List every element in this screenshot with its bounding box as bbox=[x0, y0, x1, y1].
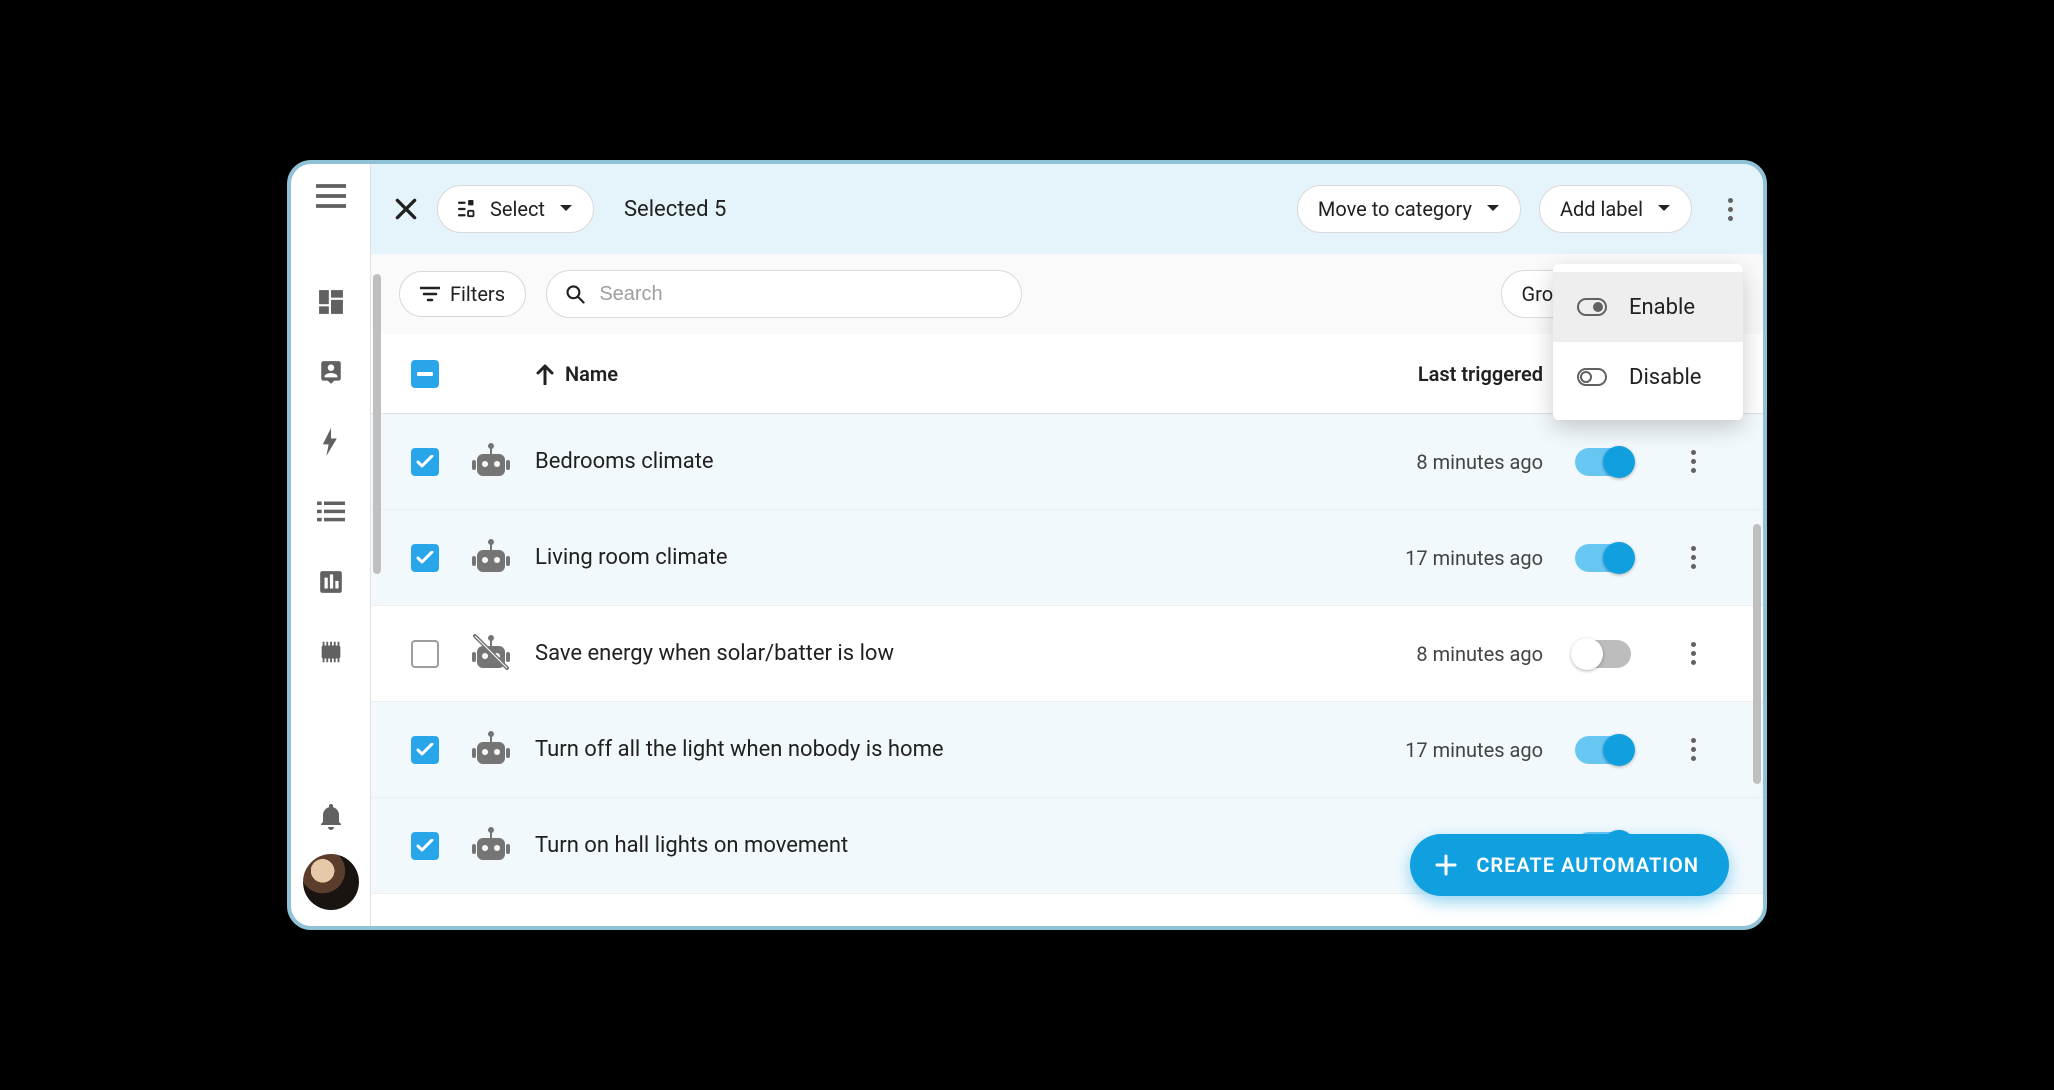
search-icon bbox=[565, 283, 585, 305]
filters-label: Filters bbox=[450, 282, 505, 306]
robot-icon bbox=[471, 730, 535, 770]
enabled-toggle[interactable] bbox=[1575, 736, 1631, 764]
bolt-icon[interactable] bbox=[317, 428, 345, 456]
row-checkbox[interactable] bbox=[411, 832, 439, 860]
selection-header: Select Selected 5 Move to category Add l… bbox=[371, 164, 1763, 254]
row-checkbox[interactable] bbox=[411, 544, 439, 572]
main-panel: Select Selected 5 Move to category Add l… bbox=[371, 164, 1763, 926]
row-more-icon[interactable] bbox=[1683, 442, 1704, 481]
move-to-category-dropdown[interactable]: Move to category bbox=[1297, 185, 1521, 233]
robot-icon bbox=[471, 442, 535, 482]
last-triggered: 17 minutes ago bbox=[1405, 546, 1543, 570]
column-last-triggered-label: Last triggered bbox=[1418, 362, 1543, 386]
more-actions-icon[interactable] bbox=[1720, 190, 1741, 229]
robot-icon bbox=[471, 538, 535, 578]
automation-name: Living room climate bbox=[535, 545, 728, 570]
table-row[interactable]: Save energy when solar/batter is low 8 m… bbox=[371, 606, 1763, 702]
person-pin-icon[interactable] bbox=[317, 358, 345, 386]
chevron-down-icon bbox=[559, 204, 573, 214]
create-automation-label: CREATE AUTOMATION bbox=[1476, 853, 1699, 877]
table-row[interactable]: Turn off all the light when nobody is ho… bbox=[371, 702, 1763, 798]
list-icon[interactable] bbox=[317, 498, 345, 526]
table-row[interactable]: Bedrooms climate 8 minutes ago bbox=[371, 414, 1763, 510]
sort-asc-icon bbox=[535, 363, 555, 385]
table-row[interactable]: Living room climate 17 minutes ago bbox=[371, 510, 1763, 606]
chip-icon[interactable] bbox=[317, 638, 345, 666]
sidebar-rail bbox=[291, 164, 371, 926]
enabled-toggle[interactable] bbox=[1575, 544, 1631, 572]
create-automation-button[interactable]: CREATE AUTOMATION bbox=[1410, 834, 1729, 896]
filter-icon bbox=[420, 286, 440, 302]
last-triggered: 8 minutes ago bbox=[1416, 450, 1543, 474]
filters-button[interactable]: Filters bbox=[399, 271, 526, 317]
avatar[interactable] bbox=[303, 854, 359, 910]
menu-item-disable[interactable]: Disable bbox=[1553, 342, 1743, 412]
menu-disable-label: Disable bbox=[1629, 365, 1701, 390]
move-to-category-label: Move to category bbox=[1318, 197, 1472, 221]
chevron-down-icon bbox=[1657, 204, 1671, 214]
selected-count: Selected 5 bbox=[624, 197, 726, 222]
automation-name: Turn off all the light when nobody is ho… bbox=[535, 737, 944, 762]
toggle-off-icon bbox=[1577, 368, 1607, 386]
column-header-name[interactable]: Name bbox=[535, 362, 1323, 386]
menu-enable-label: Enable bbox=[1629, 295, 1695, 320]
select-dropdown[interactable]: Select bbox=[437, 185, 594, 233]
scrollbar[interactable] bbox=[1753, 524, 1761, 784]
row-checkbox[interactable] bbox=[411, 640, 439, 668]
dashboard-icon[interactable] bbox=[317, 288, 345, 316]
close-selection-icon[interactable] bbox=[393, 196, 419, 222]
bar-chart-icon[interactable] bbox=[317, 568, 345, 596]
select-list-icon bbox=[458, 200, 480, 218]
search-field[interactable] bbox=[546, 270, 1022, 318]
add-label-label: Add label bbox=[1560, 197, 1643, 221]
row-checkbox[interactable] bbox=[411, 448, 439, 476]
enabled-toggle[interactable] bbox=[1575, 640, 1631, 668]
row-more-icon[interactable] bbox=[1683, 634, 1704, 673]
plus-icon bbox=[1434, 853, 1458, 877]
row-more-icon[interactable] bbox=[1683, 538, 1704, 577]
last-triggered: 8 minutes ago bbox=[1416, 642, 1543, 666]
select-dropdown-label: Select bbox=[490, 197, 545, 221]
column-name-label: Name bbox=[565, 362, 618, 386]
row-more-icon[interactable] bbox=[1683, 730, 1704, 769]
search-input[interactable] bbox=[599, 283, 1003, 306]
last-triggered: 17 minutes ago bbox=[1405, 738, 1543, 762]
menu-item-enable[interactable]: Enable bbox=[1553, 272, 1743, 342]
automation-name: Turn on hall lights on movement bbox=[535, 833, 848, 858]
hamburger-menu-icon[interactable] bbox=[316, 184, 346, 208]
select-all-checkbox[interactable] bbox=[411, 360, 439, 388]
row-checkbox[interactable] bbox=[411, 736, 439, 764]
chevron-down-icon bbox=[1486, 204, 1500, 214]
enable-disable-menu: Enable Disable bbox=[1553, 264, 1743, 420]
bell-icon[interactable] bbox=[317, 802, 345, 830]
automation-name: Bedrooms climate bbox=[535, 449, 714, 474]
add-label-dropdown[interactable]: Add label bbox=[1539, 185, 1692, 233]
robot-icon bbox=[471, 826, 535, 866]
enabled-toggle[interactable] bbox=[1575, 448, 1631, 476]
robot-off-icon bbox=[471, 634, 535, 674]
scrollbar[interactable] bbox=[373, 274, 381, 574]
toggle-on-icon bbox=[1577, 298, 1607, 316]
automation-name: Save energy when solar/batter is low bbox=[535, 641, 894, 666]
